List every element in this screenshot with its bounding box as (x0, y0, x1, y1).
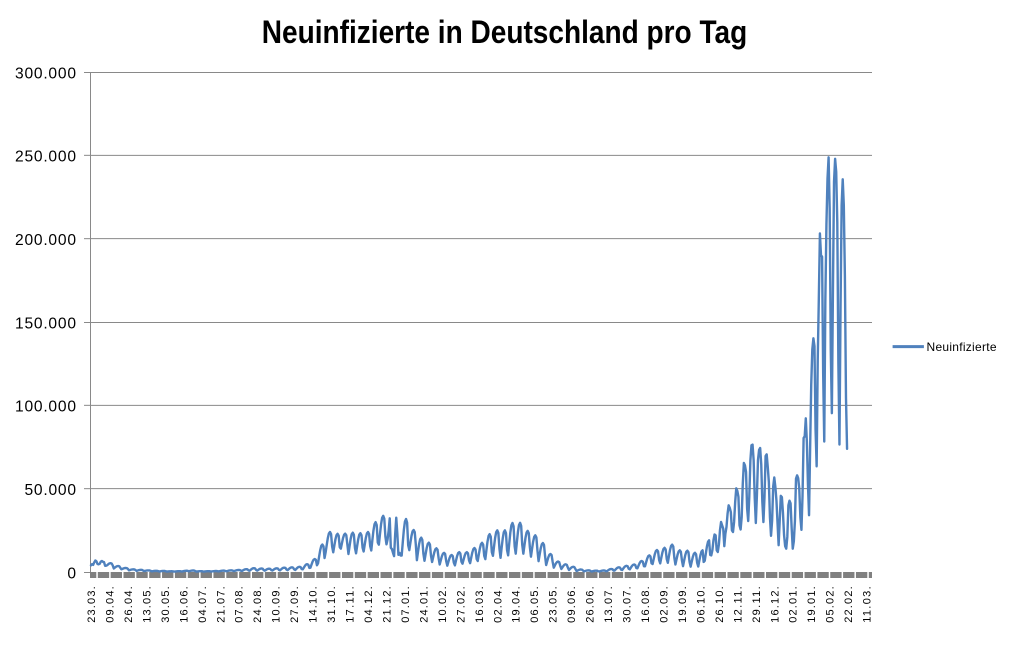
svg-text:02.01.: 02.01. (788, 586, 800, 623)
svg-text:07.08.: 07.08. (234, 586, 246, 623)
svg-text:02.04.: 02.04. (492, 586, 504, 623)
svg-text:05.02.: 05.02. (825, 586, 837, 623)
svg-text:23.05.: 23.05. (548, 586, 560, 623)
svg-text:12.11.: 12.11. (732, 586, 744, 623)
svg-text:21.12.: 21.12. (381, 586, 393, 623)
svg-text:300.000: 300.000 (15, 65, 76, 82)
svg-text:17.11.: 17.11. (345, 586, 357, 623)
svg-text:50.000: 50.000 (25, 482, 77, 499)
svg-text:04.07.: 04.07. (197, 586, 209, 623)
svg-text:19.04.: 19.04. (511, 586, 523, 623)
svg-text:31.10.: 31.10. (326, 586, 338, 623)
svg-text:26.06.: 26.06. (585, 586, 597, 623)
svg-text:27.09.: 27.09. (289, 586, 301, 623)
svg-text:Neuinfizierte: Neuinfizierte (927, 340, 997, 354)
svg-text:26.04.: 26.04. (123, 586, 135, 623)
svg-text:13.07.: 13.07. (603, 586, 615, 623)
svg-text:22.02.: 22.02. (843, 586, 855, 623)
svg-text:30.07.: 30.07. (622, 586, 634, 623)
svg-text:29.11.: 29.11. (751, 586, 763, 623)
svg-text:16.03.: 16.03. (474, 586, 486, 623)
svg-text:10.02.: 10.02. (437, 586, 449, 623)
svg-text:06.05.: 06.05. (529, 586, 541, 623)
svg-text:09.04.: 09.04. (104, 586, 116, 623)
svg-text:19.09.: 19.09. (677, 586, 689, 623)
svg-text:250.000: 250.000 (15, 149, 76, 166)
svg-text:30.05.: 30.05. (160, 586, 172, 623)
svg-text:10.09.: 10.09. (271, 586, 283, 623)
svg-text:200.000: 200.000 (15, 232, 76, 249)
svg-text:09.06.: 09.06. (566, 586, 578, 623)
svg-text:19.01.: 19.01. (806, 586, 818, 623)
svg-text:16.08.: 16.08. (640, 586, 652, 623)
svg-text:27.02.: 27.02. (455, 586, 467, 623)
svg-text:14.10.: 14.10. (308, 586, 320, 623)
svg-text:24.08.: 24.08. (252, 586, 264, 623)
svg-text:23.03.: 23.03. (86, 586, 98, 623)
svg-text:24.01.: 24.01. (418, 586, 430, 623)
svg-text:0: 0 (67, 565, 76, 582)
svg-text:26.10.: 26.10. (714, 586, 726, 623)
svg-text:13.05.: 13.05. (141, 586, 153, 623)
svg-text:150.000: 150.000 (15, 315, 76, 332)
svg-text:100.000: 100.000 (15, 399, 76, 416)
svg-text:11.03.: 11.03. (862, 586, 874, 623)
svg-text:16.06.: 16.06. (178, 586, 190, 623)
svg-text:16.12.: 16.12. (769, 586, 781, 623)
svg-text:04.12.: 04.12. (363, 586, 375, 623)
svg-text:06.10.: 06.10. (695, 586, 707, 623)
svg-text:21.07.: 21.07. (215, 586, 227, 623)
svg-text:07.01.: 07.01. (400, 586, 412, 623)
svg-text:02.09.: 02.09. (658, 586, 670, 623)
